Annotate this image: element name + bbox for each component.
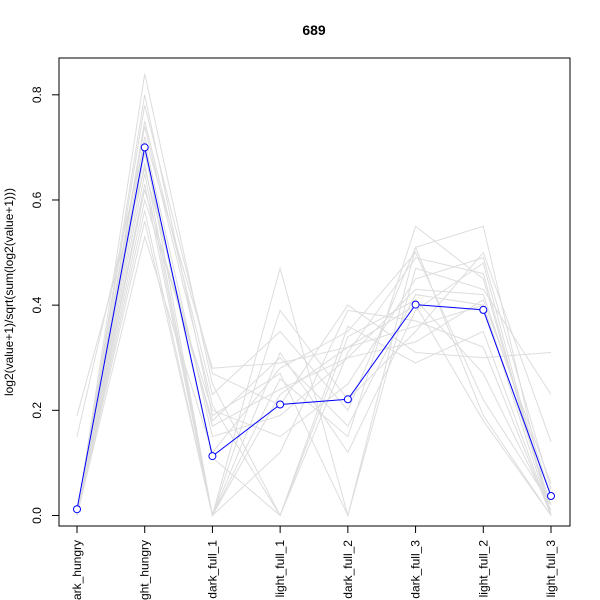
background-series-group — [76, 73, 552, 518]
y-tick-label: 0.2 — [30, 402, 44, 419]
background-series-line — [76, 189, 552, 516]
background-series-line — [76, 220, 552, 518]
background-series-line — [76, 198, 552, 516]
highlight-point — [343, 395, 352, 404]
y-tick-label: 0.0 — [30, 507, 44, 524]
background-series-line — [76, 152, 552, 517]
x-tick-label: dark_full_3 — [409, 540, 423, 599]
x-tick-label: light_full_3 — [544, 540, 558, 598]
background-series-line — [76, 136, 552, 516]
highlight-series-line — [76, 147, 552, 510]
highlight-point — [276, 400, 285, 409]
background-series-line — [76, 234, 552, 516]
background-series-line — [76, 141, 552, 485]
y-tick-label: 0.6 — [30, 191, 44, 208]
highlight-point — [479, 305, 488, 314]
x-tick-label: light_hungry — [138, 540, 152, 600]
x-tick-label: dark_full_2 — [341, 540, 355, 599]
y-axis-label: log2(value+1)/sqrt(sum(log2(value+1))) — [2, 188, 16, 396]
background-series-line — [76, 210, 552, 517]
highlight-point — [208, 452, 217, 461]
background-series-line — [76, 126, 552, 517]
x-tick-label: light_full_2 — [476, 540, 490, 598]
x-tick-label: dark_hungry — [70, 540, 84, 600]
highlight-point — [411, 300, 420, 309]
background-series-line — [76, 120, 552, 516]
background-series-line — [76, 94, 552, 517]
background-series-line — [76, 163, 552, 518]
chart-title: 689 — [302, 22, 326, 38]
y-tick-label: 0.8 — [30, 86, 44, 103]
y-tick-label: 0.4 — [30, 296, 44, 313]
background-series-line — [76, 184, 552, 517]
x-axis: dark_hungry light_hungry dark_full_1 light_… — [70, 526, 558, 600]
x-tick-label: light_full_1 — [273, 540, 287, 598]
highlight-point — [73, 505, 81, 514]
background-series-line — [76, 166, 552, 495]
highlight-series-group — [73, 143, 555, 514]
highlight-point — [547, 492, 555, 500]
x-tick-label: dark_full_1 — [205, 540, 219, 599]
highlight-point — [140, 143, 149, 152]
y-axis: 0.0 0.2 0.4 0.6 0.8 — [30, 86, 60, 524]
